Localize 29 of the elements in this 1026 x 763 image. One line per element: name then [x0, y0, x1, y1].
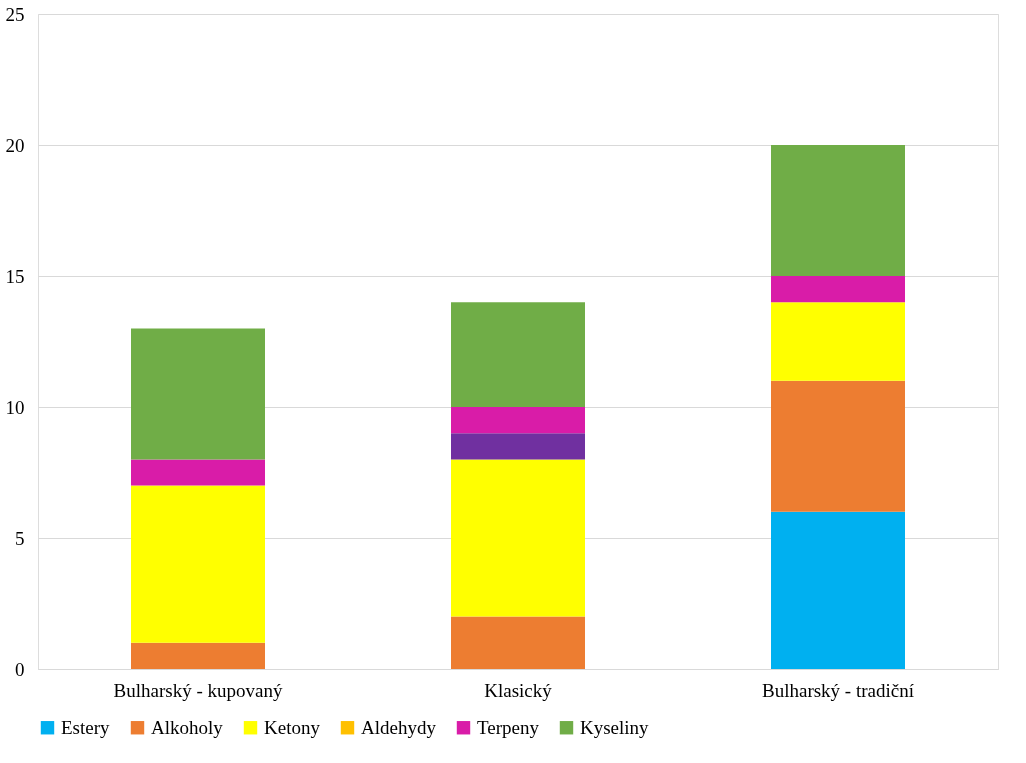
y-tick-label: 25 — [5, 3, 25, 25]
bar — [771, 511, 905, 669]
legend-label: Kyseliny — [580, 716, 650, 738]
y-tick-label: 10 — [5, 396, 25, 418]
legend-label: Estery — [61, 716, 111, 738]
y-tick-label: 15 — [5, 265, 25, 287]
bar — [131, 328, 265, 460]
legend-label: Ketony — [264, 716, 321, 738]
y-tick-label: 5 — [15, 527, 25, 549]
bar — [451, 302, 585, 407]
legend-label: Alkoholy — [151, 716, 224, 738]
bar — [771, 380, 905, 512]
bar — [771, 276, 905, 303]
bar — [131, 485, 265, 643]
bar — [451, 616, 585, 669]
legend-label: Terpeny — [477, 716, 540, 738]
bar — [771, 145, 905, 276]
bar — [451, 459, 585, 617]
y-tick-label: 20 — [5, 134, 25, 156]
x-tick-label: Bulharský - tradiční — [762, 679, 915, 701]
bar — [131, 642, 265, 669]
bar — [451, 433, 585, 460]
y-tick-label: 0 — [15, 658, 25, 680]
bar — [771, 302, 905, 381]
bar — [451, 407, 585, 434]
bar — [131, 459, 265, 486]
x-tick-label: Bulharský - kupovaný — [113, 679, 283, 701]
x-tick-label: Klasický — [484, 679, 553, 701]
legend-label: Aldehydy — [361, 716, 437, 738]
